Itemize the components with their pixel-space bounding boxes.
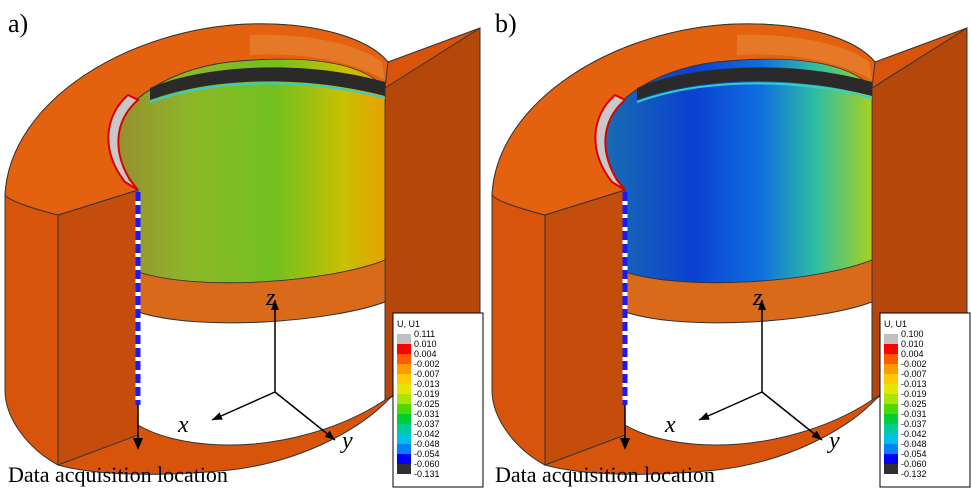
legend-swatch xyxy=(884,404,898,414)
legend-value: -0.042 xyxy=(414,429,440,439)
legend-value: -0.037 xyxy=(901,419,927,429)
legend-value: -0.060 xyxy=(414,459,440,469)
legend-value: -0.019 xyxy=(901,389,927,399)
axis-arrow-head xyxy=(699,412,710,420)
panel: z x y b) Data acquisition location U, U10.100… xyxy=(491,9,971,488)
legend-swatch xyxy=(884,384,898,394)
axis-arrow-head xyxy=(212,412,223,420)
legend-swatch xyxy=(397,394,411,404)
axis-arrow-head xyxy=(324,430,335,440)
legend-swatch xyxy=(884,374,898,384)
axis-arrow-head xyxy=(758,300,766,310)
arrow-head xyxy=(620,438,630,450)
legend-value: -0.042 xyxy=(901,429,927,439)
legend-swatch xyxy=(884,424,898,434)
legend-title: U, U1 xyxy=(397,319,420,329)
axis-arrow xyxy=(761,391,823,441)
legend-value: -0.002 xyxy=(414,359,440,369)
legend-swatch xyxy=(884,444,898,454)
legend-swatch xyxy=(884,344,898,354)
through-hole xyxy=(624,301,873,446)
legend-swatch xyxy=(884,354,898,364)
legend-value: -0.002 xyxy=(901,359,927,369)
axis-label-y: y xyxy=(340,428,353,454)
legend-value: -0.025 xyxy=(901,399,927,409)
legend-swatch xyxy=(884,464,898,474)
axis-label-x: x xyxy=(177,412,189,438)
axis-arrow xyxy=(211,391,276,421)
legend-swatch xyxy=(397,414,411,424)
legend-swatch xyxy=(884,454,898,464)
legend-value: -0.054 xyxy=(414,449,440,459)
legend-value: -0.048 xyxy=(414,439,440,449)
rim-left-grey xyxy=(107,93,140,191)
legend-swatch xyxy=(884,394,898,404)
axis-arrow-head xyxy=(271,300,279,310)
legend-value: -0.131 xyxy=(414,469,440,479)
rim-dark xyxy=(637,67,872,100)
legend-value: 0.111 xyxy=(414,329,435,339)
legend-swatch xyxy=(397,334,411,344)
legend-value: -0.060 xyxy=(901,459,927,469)
caption: Data acquisition location xyxy=(8,462,228,487)
legend-title: U, U1 xyxy=(884,319,907,329)
legend-value: 0.010 xyxy=(901,339,924,349)
top-face-shade xyxy=(737,34,872,80)
legend-swatch xyxy=(397,404,411,414)
legend-swatch xyxy=(884,334,898,344)
legend-swatch xyxy=(884,364,898,374)
panel: z x y a) Data acquisition location U, U10.111… xyxy=(4,9,484,488)
axis-arrow xyxy=(274,391,336,441)
axis-label-z: z xyxy=(265,285,276,311)
legend-swatch xyxy=(397,364,411,374)
panel-label: b) xyxy=(495,9,517,38)
legend-value: -0.031 xyxy=(901,409,927,419)
legend-swatch xyxy=(397,464,411,474)
legend-swatch xyxy=(397,424,411,434)
legend-swatch xyxy=(397,444,411,454)
axis-arrow xyxy=(698,391,763,421)
legend-swatch xyxy=(397,384,411,394)
legend-value: 0.100 xyxy=(901,329,924,339)
axis-arrow-head xyxy=(811,430,822,440)
rim-dark xyxy=(150,67,385,100)
panel-label: a) xyxy=(8,9,28,38)
rim-left-grey xyxy=(594,93,627,191)
legend-value: -0.013 xyxy=(901,379,927,389)
legend-value: -0.013 xyxy=(414,379,440,389)
legend-value: -0.132 xyxy=(901,469,927,479)
legend-swatch xyxy=(397,344,411,354)
legend-value: -0.007 xyxy=(414,369,440,379)
left-cut-face xyxy=(57,189,139,466)
legend-value: -0.019 xyxy=(414,389,440,399)
legend-swatch xyxy=(397,374,411,384)
rim-cyan xyxy=(149,82,386,103)
left-cut-face xyxy=(544,189,626,466)
axis-label-y: y xyxy=(827,428,840,454)
caption: Data acquisition location xyxy=(495,462,715,487)
legend-value: -0.054 xyxy=(901,449,927,459)
legend-swatch xyxy=(397,354,411,364)
axis-label-x: x xyxy=(664,412,676,438)
legend-value: -0.007 xyxy=(901,369,927,379)
legend-swatch xyxy=(397,434,411,444)
legend-swatch xyxy=(884,414,898,424)
legend-value: -0.031 xyxy=(414,409,440,419)
legend-value: -0.025 xyxy=(414,399,440,409)
rim-cyan xyxy=(636,82,873,103)
legend-value: 0.004 xyxy=(901,349,924,359)
legend-value: 0.010 xyxy=(414,339,437,349)
legend-value: -0.037 xyxy=(414,419,440,429)
legend-swatch xyxy=(397,454,411,464)
arrow-head xyxy=(133,438,143,450)
legend-swatch xyxy=(884,434,898,444)
legend-value: 0.004 xyxy=(414,349,437,359)
legend-value: -0.048 xyxy=(901,439,927,449)
through-hole xyxy=(137,301,386,446)
axis-label-z: z xyxy=(752,285,763,311)
top-face-shade xyxy=(250,34,385,80)
